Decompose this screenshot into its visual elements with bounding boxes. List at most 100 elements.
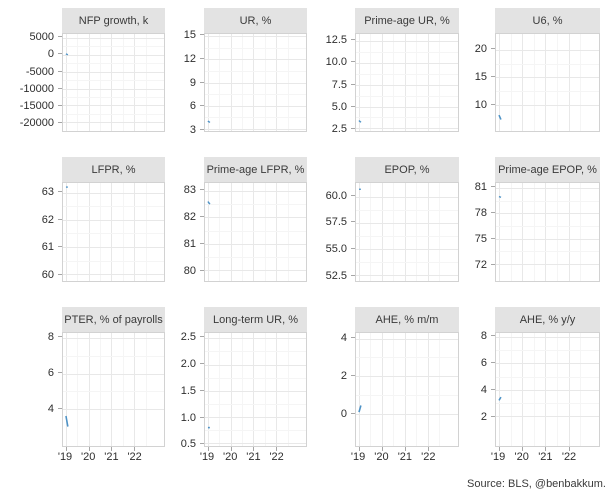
y-tick-label: 1.5 <box>180 384 196 397</box>
y-axis: 8 6 4 <box>5 331 62 447</box>
grid-line-minor-v <box>122 34 124 131</box>
grid-line-minor-v <box>416 34 418 131</box>
y-tick-label: 2.0 <box>180 358 196 371</box>
grid-line-major-h <box>63 105 164 107</box>
grid-line-major-h <box>496 264 599 266</box>
data-line <box>358 188 361 190</box>
facet-title: NFP growth, k <box>78 14 149 27</box>
grid-line-major-h <box>205 390 306 392</box>
grid-line-minor-h <box>205 94 306 96</box>
grid-line-major-h <box>63 71 164 73</box>
x-tick-label: '19 <box>490 451 506 463</box>
y-tick-label: 75 <box>474 232 487 245</box>
grid-line-minor-h <box>63 391 164 393</box>
facet-title: Prime-age LFPR, % <box>206 163 305 176</box>
grid-line-minor-v <box>100 183 102 281</box>
y-axis: 2.5 2.0 1.5 1.0 0.5 <box>165 331 204 450</box>
x-tick-mark <box>358 447 360 451</box>
grid-line-major-v <box>522 333 524 446</box>
plot-area <box>204 33 307 132</box>
grid-line-minor-h <box>63 355 164 357</box>
y-tick-label: 6 <box>480 356 487 369</box>
data-line <box>207 120 211 124</box>
x-tick-mark <box>134 447 136 451</box>
y-tick-mark <box>351 221 355 223</box>
grid-line-major-h <box>205 128 306 130</box>
grid-line-major-h <box>205 243 306 245</box>
y-tick-label: 12.5 <box>325 34 347 47</box>
grid-line-major-v <box>276 333 278 446</box>
y-tick-mark <box>200 336 204 338</box>
x-tick-label: '20 <box>514 451 529 463</box>
facet-cell: UR, % 15 12 9 6 3 <box>165 8 307 150</box>
x-tick-mark <box>427 447 429 451</box>
grid-line-major-h <box>205 217 306 219</box>
grid-line-major-v <box>358 333 360 446</box>
y-tick-mark <box>200 443 204 445</box>
grid-line-minor-h <box>205 204 306 206</box>
grid-line-minor-h <box>63 233 164 235</box>
facet-title: LFPR, % <box>91 163 136 176</box>
grid-line-major-h <box>356 222 458 224</box>
grid-line-minor-v <box>100 34 102 131</box>
grid-line-major-v <box>522 34 524 131</box>
x-tick-mark <box>88 447 90 451</box>
facet-cell: Prime-age UR, % 12.5 10.0 7.5 5.0 2.5 <box>307 8 459 150</box>
x-tick-mark <box>381 447 383 451</box>
grid-line-minor-v <box>77 183 79 281</box>
y-tick-label: -5000 <box>25 65 54 78</box>
grid-line-minor-h <box>496 90 599 92</box>
grid-line-major-v <box>404 183 406 281</box>
y-tick-mark <box>351 375 355 377</box>
y-tick-mark <box>491 361 495 363</box>
y-tick-label: 4 <box>47 403 54 416</box>
x-tick-mark <box>545 447 547 451</box>
facet-strip: NFP growth, k <box>62 8 165 33</box>
grid-line-major-v <box>404 34 406 131</box>
grid-line-minor-v <box>242 183 244 281</box>
grid-line-major-h <box>63 219 164 221</box>
facet-title: UR, % <box>239 14 272 27</box>
grid-line-minor-h <box>356 261 458 263</box>
grid-line-minor-v <box>533 183 535 281</box>
y-tick-mark <box>200 105 204 107</box>
grid-line-major-v <box>358 183 360 281</box>
x-tick-label: '22 <box>127 451 142 463</box>
grid-line-major-h <box>496 336 599 338</box>
data-line <box>498 114 502 120</box>
grid-line-major-h <box>496 238 599 240</box>
grid-line-minor-v <box>242 333 244 446</box>
grid-line-minor-h <box>496 226 599 228</box>
y-tick-label: 15 <box>183 29 196 42</box>
grid-line-minor-h <box>205 403 306 405</box>
grid-line-major-v <box>111 333 113 446</box>
facet-title: Prime-age UR, % <box>364 14 450 27</box>
y-tick-label: -20000 <box>19 117 54 130</box>
plot-area <box>62 182 165 282</box>
grid-line-major-v <box>134 333 136 446</box>
grid-line-minor-v <box>510 183 512 281</box>
y-tick-label: 15 <box>474 71 487 84</box>
grid-line-minor-v <box>439 34 441 131</box>
grid-line-minor-v <box>287 333 289 446</box>
y-tick-label: 52.5 <box>325 269 347 282</box>
x-tick-label: '22 <box>561 451 577 463</box>
y-tick-mark <box>351 413 355 415</box>
y-tick-label: 9 <box>189 76 196 89</box>
grid-line-minor-h <box>205 377 306 379</box>
y-tick-mark <box>491 104 495 106</box>
grid-line-minor-h <box>205 230 306 232</box>
grid-line-major-h <box>63 88 164 90</box>
grid-line-minor-v <box>439 183 441 281</box>
grid-line-major-v <box>427 183 429 281</box>
grid-line-major-h <box>63 274 164 276</box>
grid-line-minor-v <box>439 333 441 446</box>
grid-line-major-v <box>207 183 209 281</box>
grid-line-minor-h <box>63 80 164 82</box>
grid-line-major-h <box>496 416 599 418</box>
x-axis: '19 '20 '21 '22 <box>351 447 459 465</box>
y-axis: 12.5 10.0 7.5 5.0 2.5 <box>307 33 355 135</box>
grid-line-minor-h <box>205 70 306 72</box>
x-tick-label: '19 <box>199 451 215 463</box>
grid-line-minor-h <box>496 350 599 352</box>
